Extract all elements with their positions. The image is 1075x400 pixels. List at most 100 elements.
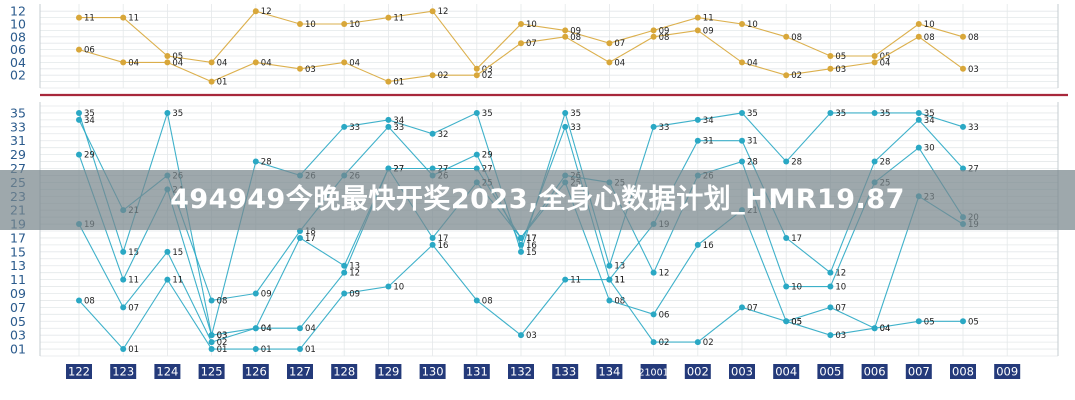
bottom-data-point	[120, 248, 127, 255]
x-axis-label-box	[552, 364, 579, 379]
bottom-point-label: 03	[217, 331, 228, 341]
top-data-point	[783, 72, 790, 79]
bottom-data-point	[650, 123, 657, 130]
top-point-label: 04	[172, 58, 183, 68]
x-axis-label-004: 004	[773, 364, 800, 379]
top-point-label: 02	[791, 71, 802, 81]
bottom-data-point	[562, 109, 569, 116]
x-axis-label-122: 122	[66, 364, 92, 379]
top-data-point	[915, 21, 922, 27]
top-data-point	[518, 40, 524, 47]
x-axis-label-21001: 21001	[638, 364, 669, 379]
bottom-point-label: 06	[659, 310, 670, 320]
top-point-label: 05	[835, 52, 846, 62]
bottom-point-label: 35	[835, 109, 846, 119]
bottom-point-label: 34	[393, 116, 404, 126]
x-axis-label-text: 132	[510, 365, 532, 379]
bottom-point-label: 27	[968, 165, 979, 175]
bottom-point-label: 15	[526, 248, 537, 258]
bottom-data-point	[871, 109, 878, 116]
bottom-point-label: 33	[349, 123, 360, 133]
x-axis-label-text: 127	[289, 365, 311, 379]
bottom-data-point	[341, 123, 348, 130]
top-data-point	[650, 27, 657, 34]
bottom-point-label: 33	[659, 123, 670, 133]
top-point-label: 09	[570, 26, 581, 36]
top-point-label: 04	[614, 58, 625, 68]
bottom-point-label: 29	[482, 151, 493, 161]
top-data-point	[960, 33, 966, 40]
bottom-data-point	[120, 346, 127, 353]
top-point-label: 04	[128, 58, 139, 68]
bottom-point-label: 04	[261, 324, 272, 334]
bottom-data-point	[606, 262, 613, 269]
x-axis-label-text: 125	[201, 365, 223, 379]
bottom-data-point	[827, 304, 834, 311]
bottom-data-point	[915, 116, 922, 123]
top-data-point	[606, 40, 613, 47]
top-point-label: 10	[305, 20, 316, 30]
top-point-label: 04	[880, 58, 891, 68]
bottom-y-tick: 33	[10, 119, 26, 134]
x-axis-label-box	[994, 364, 1021, 379]
bottom-data-point	[871, 325, 878, 332]
top-data-point	[76, 46, 82, 53]
top-point-label: 11	[128, 14, 139, 24]
bottom-data-point	[739, 137, 745, 144]
bottom-point-label: 28	[791, 158, 802, 168]
bottom-data-point	[208, 297, 215, 304]
bottom-data-point	[297, 346, 303, 353]
top-point-label: 07	[526, 39, 537, 49]
x-axis-label-text: 129	[377, 365, 399, 379]
bottom-point-label: 03	[835, 331, 846, 341]
x-axis-label-text: 126	[245, 365, 267, 379]
x-axis-label-box	[905, 364, 932, 379]
bottom-data-point	[341, 262, 348, 269]
top-y-tick: 08	[10, 29, 26, 44]
bottom-data-point	[385, 123, 392, 130]
bottom-data-point	[783, 234, 790, 241]
bottom-point-label: 07	[747, 303, 758, 313]
bottom-data-point	[915, 109, 922, 116]
top-point-label: 11	[393, 14, 404, 24]
x-axis-label-box	[66, 364, 92, 379]
bottom-data-point	[650, 269, 657, 276]
x-axis-label-129: 129	[375, 364, 402, 379]
top-point-label: 03	[835, 65, 846, 75]
bottom-data-point	[473, 109, 480, 116]
bottom-point-label: 34	[703, 116, 714, 126]
x-axis-label-text: 008	[952, 365, 974, 379]
bottom-chart-y-axis: 010305070911131517192123252729313335	[10, 105, 26, 356]
bottom-data-point	[827, 283, 834, 290]
top-y-tick: 06	[10, 42, 26, 57]
bottom-point-label: 35	[924, 109, 935, 119]
bottom-data-point	[252, 346, 259, 353]
bottom-point-label: 28	[261, 158, 272, 168]
bottom-data-point	[385, 116, 392, 123]
bottom-point-label: 05	[791, 317, 802, 327]
x-axis-label-008: 008	[950, 364, 976, 379]
top-point-label: 05	[172, 52, 183, 62]
bottom-point-label: 10	[791, 283, 802, 293]
bottom-point-label: 08	[482, 296, 493, 306]
x-axis-label-box	[242, 364, 269, 379]
bottom-data-point	[518, 234, 524, 241]
bottom-y-tick: 13	[10, 258, 26, 273]
top-data-point	[473, 72, 480, 79]
bottom-data-point	[341, 269, 348, 276]
top-data-point	[120, 14, 127, 21]
bottom-point-label: 03	[526, 331, 537, 341]
bottom-point-label: 27	[438, 165, 449, 175]
bottom-point-label: 11	[128, 276, 139, 286]
x-axis-label-130: 130	[419, 364, 446, 379]
top-data-point	[827, 65, 834, 72]
top-data-point	[606, 59, 613, 66]
bottom-point-label: 02	[703, 338, 714, 348]
bottom-data-point	[562, 123, 569, 130]
bottom-data-point	[120, 304, 127, 311]
bottom-point-label: 34	[84, 116, 95, 126]
x-axis-label-text: 130	[422, 365, 444, 379]
top-point-label: 06	[84, 46, 95, 56]
bottom-point-label: 18	[305, 227, 316, 237]
bottom-data-point	[76, 116, 82, 123]
